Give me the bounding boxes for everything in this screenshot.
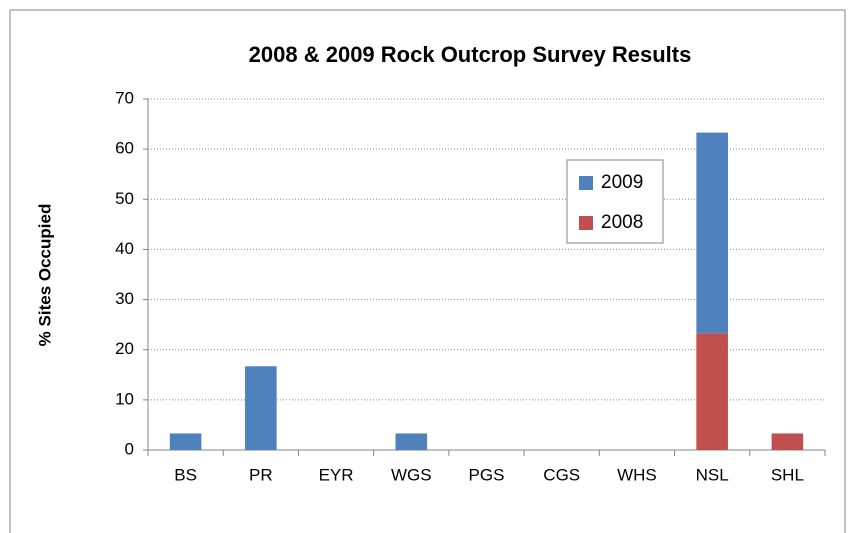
bar-segment	[169, 433, 202, 450]
y-tick-label: 60	[115, 139, 134, 158]
y-tick-label: 20	[115, 339, 134, 358]
x-tick-label: NSL	[696, 465, 729, 484]
y-tick-label: 0	[125, 439, 134, 458]
bar-segment	[245, 366, 277, 450]
x-tick-label: BS	[174, 465, 197, 484]
y-tick-label: 50	[115, 189, 134, 208]
y-tick-label: 40	[115, 239, 134, 258]
bar-segment	[395, 433, 428, 450]
bar-segment	[696, 333, 728, 450]
x-tick-label: WGS	[391, 465, 432, 484]
legend-swatch	[579, 176, 593, 190]
y-tick-label: 10	[115, 389, 134, 408]
y-tick-label: 30	[115, 289, 134, 308]
x-tick-label: EYR	[319, 465, 354, 484]
x-tick-label: WHS	[617, 465, 657, 484]
x-tick-label: PGS	[469, 465, 505, 484]
y-tick-label: 70	[115, 88, 134, 107]
bar-segment	[771, 433, 804, 450]
legend-label: 2008	[601, 212, 643, 233]
legend-label: 2009	[601, 172, 643, 193]
x-tick-label: PR	[249, 465, 273, 484]
chart-title: 2008 & 2009 Rock Outcrop Survey Results	[249, 42, 692, 67]
x-tick-label: SHL	[771, 465, 804, 484]
bar-segment	[696, 132, 728, 334]
x-tick-label: CGS	[543, 465, 580, 484]
legend-swatch	[579, 216, 593, 230]
y-axis-label: % Sites Occupied	[35, 204, 54, 347]
